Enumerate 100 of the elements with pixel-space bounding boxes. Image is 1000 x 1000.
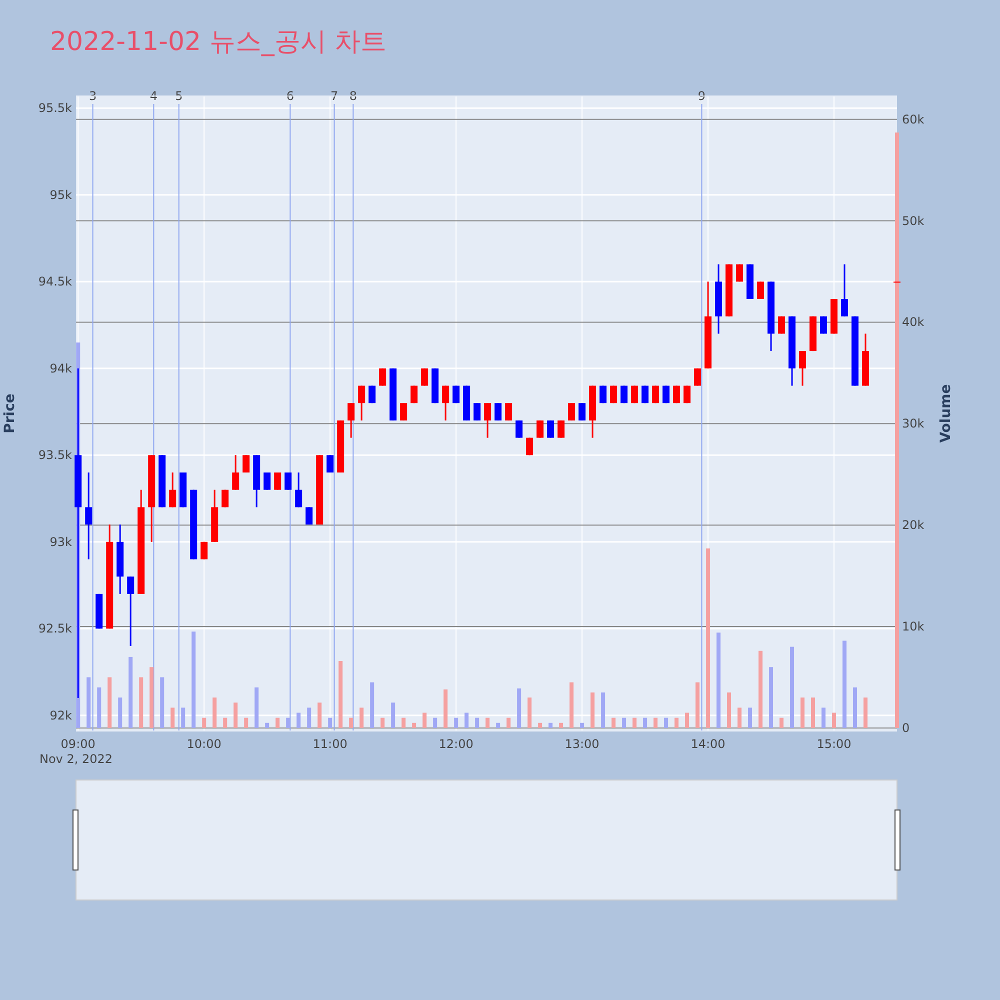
bar — [548, 722, 553, 728]
bar — [800, 698, 805, 728]
candlestick — [348, 402, 355, 439]
candlestick — [127, 576, 134, 647]
bar — [716, 632, 721, 728]
bar — [706, 548, 710, 728]
bar — [349, 718, 354, 728]
bar — [150, 667, 154, 728]
y2-tick-label: 50k — [902, 214, 924, 228]
y-tick-label: 92k — [50, 708, 72, 722]
bar — [380, 718, 385, 728]
bar — [622, 718, 626, 728]
bar — [612, 718, 616, 728]
bar — [370, 682, 374, 728]
candlestick — [578, 402, 586, 422]
bar — [265, 722, 270, 728]
y-axis-title: Price — [2, 394, 18, 434]
bar — [412, 722, 416, 728]
bar — [696, 682, 700, 728]
bar — [360, 708, 364, 728]
candlestick — [284, 472, 292, 491]
candlestick — [410, 384, 418, 404]
bar — [506, 718, 511, 728]
candlestick — [631, 384, 638, 404]
candlestick — [442, 384, 450, 422]
y2-tick-label: 20k — [902, 518, 924, 532]
candlestick — [568, 402, 576, 422]
candlestick — [558, 420, 565, 439]
bar — [601, 692, 606, 728]
bar — [128, 656, 133, 728]
candlestick — [358, 384, 366, 422]
bar — [475, 718, 480, 728]
bar — [254, 687, 259, 728]
candlestick — [306, 506, 313, 526]
y2-tick-label: 10k — [902, 620, 924, 634]
bar — [895, 132, 899, 728]
candlestick — [494, 402, 502, 422]
bar — [454, 718, 458, 728]
chart-title: 2022-11-02 뉴스_공시 차트 — [50, 27, 387, 57]
bar — [338, 661, 343, 728]
x-tick-label: 13:00 — [564, 737, 600, 751]
x-tick-label: 09:00 — [60, 737, 96, 751]
candlestick — [684, 384, 691, 404]
bar — [307, 708, 312, 728]
bar — [118, 698, 122, 728]
x-tick-label: 12:00 — [438, 737, 474, 751]
candlestick — [400, 402, 408, 422]
candlestick — [536, 420, 544, 439]
candlestick — [610, 384, 618, 404]
bar — [654, 718, 658, 728]
bar — [864, 698, 868, 728]
y-tick-label: 93k — [50, 534, 72, 549]
bar — [632, 718, 637, 728]
candlestick — [505, 402, 512, 422]
bar — [570, 682, 574, 728]
bar — [296, 712, 301, 728]
x-tick-label: 11:00 — [312, 737, 348, 751]
candlestick — [620, 384, 628, 404]
y2-axis-title: Volume — [938, 384, 954, 443]
y2-tick-label: 60k — [902, 112, 924, 126]
bar — [192, 632, 196, 728]
bar — [108, 677, 112, 728]
candlestick — [85, 472, 92, 560]
bar — [538, 722, 542, 728]
bar — [517, 688, 522, 728]
bar — [286, 718, 290, 728]
y-tick-label: 92.5k — [38, 622, 72, 636]
bar — [748, 708, 752, 728]
bar — [318, 702, 322, 728]
bar — [590, 692, 595, 728]
bar — [422, 712, 427, 728]
bar — [486, 718, 490, 728]
bar — [244, 718, 248, 728]
bar — [727, 692, 732, 728]
bar — [758, 650, 763, 728]
bar — [276, 718, 280, 728]
bar — [464, 712, 469, 728]
y-tick-label: 95k — [50, 188, 72, 202]
bar — [528, 698, 532, 728]
y-tick-label: 94k — [50, 361, 72, 376]
y-tick-label: 94.5k — [38, 274, 72, 289]
bar — [444, 689, 448, 728]
x-tick-label: 10:00 — [186, 737, 222, 751]
bar — [580, 722, 584, 728]
bar — [559, 722, 564, 728]
y-tick-label: 93.5k — [38, 448, 72, 462]
x-tick-label: 15:00 — [816, 737, 852, 751]
bar — [202, 718, 206, 728]
candlestick — [264, 472, 271, 491]
bar — [674, 718, 679, 728]
candlestick — [295, 472, 302, 508]
candlestick — [326, 454, 334, 474]
bar — [853, 687, 858, 728]
candlestick — [474, 402, 481, 422]
candlestick — [368, 384, 376, 404]
bar — [328, 718, 332, 728]
bar — [780, 718, 784, 728]
bar — [769, 667, 774, 728]
bar — [433, 718, 438, 728]
bar — [822, 708, 826, 728]
